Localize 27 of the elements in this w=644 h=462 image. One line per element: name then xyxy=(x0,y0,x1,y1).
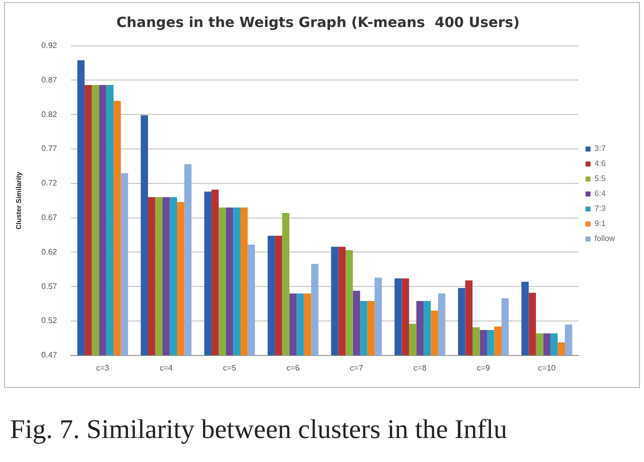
legend-label: follow xyxy=(594,234,616,244)
y-tick-label: 0.57 xyxy=(41,282,58,291)
x-tick-label: c=10 xyxy=(538,363,556,372)
y-tick-label: 0.92 xyxy=(41,41,58,50)
y-tick-label: 0.77 xyxy=(41,144,58,154)
y-tick-label: 0.67 xyxy=(41,213,58,222)
legend-label: 7:3 xyxy=(594,204,606,214)
x-tick-label: c=3 xyxy=(96,363,110,372)
y-tick-label: 0.52 xyxy=(41,316,58,326)
chart-title: Changes in the Weigts Graph (K-means 400 Users) xyxy=(116,15,520,32)
x-tick-label: c=8 xyxy=(413,363,428,372)
y-tick-label: 0.72 xyxy=(41,178,58,188)
x-tick-label: c=7 xyxy=(350,363,364,372)
legend-label: 6:4 xyxy=(594,189,606,198)
y-tick-label: 0.62 xyxy=(41,247,58,256)
legend-label: 5:5 xyxy=(594,174,606,184)
y-tick-label: 0.82 xyxy=(41,110,58,119)
y-tick-label: 0.87 xyxy=(41,75,58,84)
legend-label: 3:7 xyxy=(594,144,606,154)
x-tick-label: c=5 xyxy=(223,363,237,372)
caption: Fig. 7. Similarity between clusters in the Influ xyxy=(10,414,508,445)
y-tick-label: 0.47 xyxy=(41,350,58,360)
x-tick-label: c=4 xyxy=(160,363,174,372)
x-tick-label: c=6 xyxy=(286,363,300,372)
legend-label: 9:1 xyxy=(594,219,606,228)
legend-label: 4:6 xyxy=(594,159,606,168)
x-tick-label: c=9 xyxy=(476,363,490,372)
